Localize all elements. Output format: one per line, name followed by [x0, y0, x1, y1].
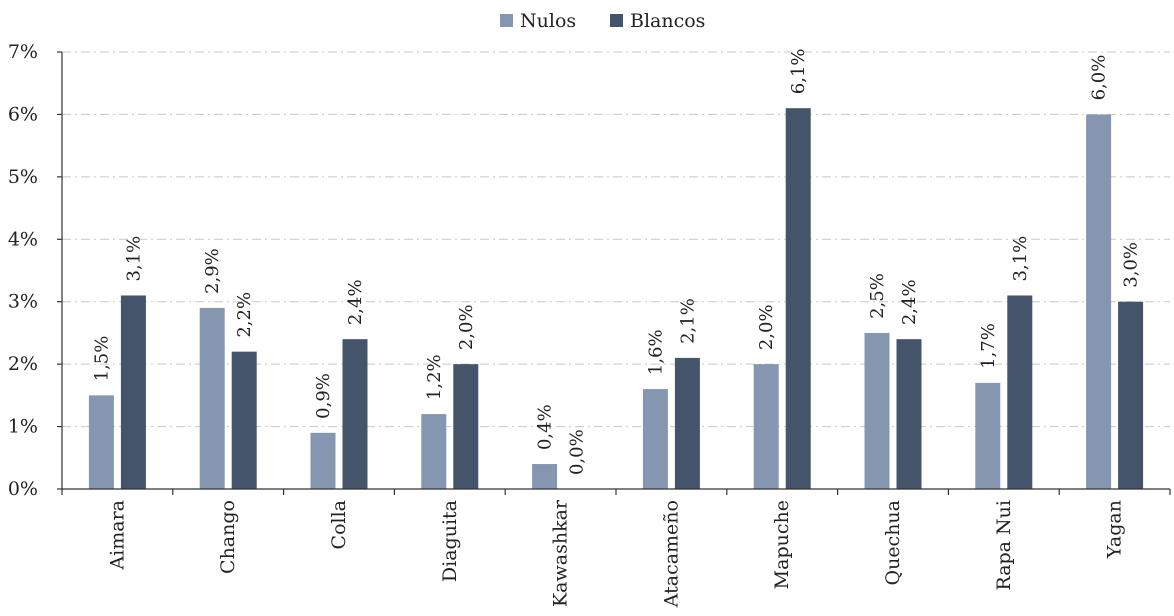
data-label: 0,4% — [535, 404, 556, 450]
data-label: 3,1% — [123, 236, 144, 282]
bar-nulos — [532, 464, 558, 489]
y-tick-label: 1% — [8, 416, 38, 438]
bar-nulos — [199, 307, 225, 489]
data-label: 1,6% — [645, 329, 666, 375]
bar-nulos — [421, 414, 447, 489]
data-label: 2,2% — [234, 292, 255, 338]
y-tick-label: 7% — [8, 41, 38, 63]
bar-nulos — [88, 395, 114, 489]
x-tick-label: Quechua — [882, 500, 904, 586]
y-axis-ticks: 0% 1% 2% 3% 4% 5% 6% 7% — [8, 41, 38, 500]
y-tick-label: 6% — [8, 103, 38, 125]
bar-blancos — [231, 351, 257, 489]
data-label: 6,1% — [788, 48, 809, 94]
x-tick-label: Atacameño — [660, 500, 682, 608]
bar-blancos — [453, 364, 479, 489]
data-label: 0,0% — [567, 429, 588, 475]
legend: Nulos Blancos — [500, 10, 705, 32]
legend-label: Nulos — [520, 10, 576, 32]
bar-blancos — [896, 339, 922, 489]
bars: 1,5% 2,9% 0,9% 1,2% 0,4% 1,6% 2,0% 2,5% 1,7% 6,0%… — [88, 48, 1144, 489]
data-label: 2,4% — [345, 279, 366, 325]
y-tick-label: 3% — [8, 291, 38, 313]
data-label: 2,5% — [867, 273, 888, 319]
x-tick-label: Chango — [217, 500, 239, 574]
x-tick-label: Colla — [328, 500, 350, 549]
gridlines — [62, 51, 1170, 428]
x-tick-label: Diaguita — [439, 500, 461, 582]
data-label: 2,0% — [756, 304, 777, 350]
data-label: 2,0% — [456, 304, 477, 350]
data-label: 2,1% — [677, 298, 698, 344]
data-label: 3,0% — [1121, 242, 1142, 288]
bar-nulos — [975, 382, 1001, 489]
bar-nulos — [864, 332, 890, 489]
data-label: 0,9% — [313, 373, 334, 419]
bar-blancos — [674, 357, 700, 489]
y-tick-label: 2% — [8, 353, 38, 375]
y-tick-label: 0% — [8, 478, 38, 500]
y-tick-label: 5% — [8, 166, 38, 188]
bar-blancos — [1118, 301, 1144, 489]
data-label: 1,7% — [978, 323, 999, 369]
legend-swatch — [500, 14, 513, 27]
data-label: 6,0% — [1089, 55, 1110, 101]
bar-blancos — [785, 108, 811, 489]
axes — [57, 51, 1171, 495]
y-tick-label: 4% — [8, 228, 38, 250]
bar-nulos — [642, 389, 668, 489]
data-label: 2,9% — [202, 248, 223, 294]
bar-nulos — [753, 364, 779, 489]
x-tick-label: Aimara — [106, 500, 128, 571]
data-label: 1,5% — [91, 336, 112, 382]
bar-blancos — [1007, 295, 1033, 489]
bar-nulos — [1086, 114, 1112, 489]
bar-blancos — [120, 295, 146, 489]
x-tick-label: Kawashkar — [550, 499, 572, 607]
x-tick-label: Mapuche — [771, 500, 793, 589]
bar-blancos — [342, 339, 368, 489]
legend-label: Blancos — [630, 10, 705, 32]
x-tick-label: Rapa Nui — [993, 500, 1015, 591]
bar-nulos — [310, 432, 336, 489]
x-axis-ticks: Aimara Chango Colla Diaguita Kawashkar Atacam… — [106, 499, 1125, 608]
data-label: 1,2% — [424, 354, 445, 400]
legend-swatch — [610, 14, 623, 27]
data-label: 2,4% — [899, 279, 920, 325]
data-label: 3,1% — [1010, 236, 1031, 282]
x-tick-label: Yagan — [1104, 500, 1126, 559]
